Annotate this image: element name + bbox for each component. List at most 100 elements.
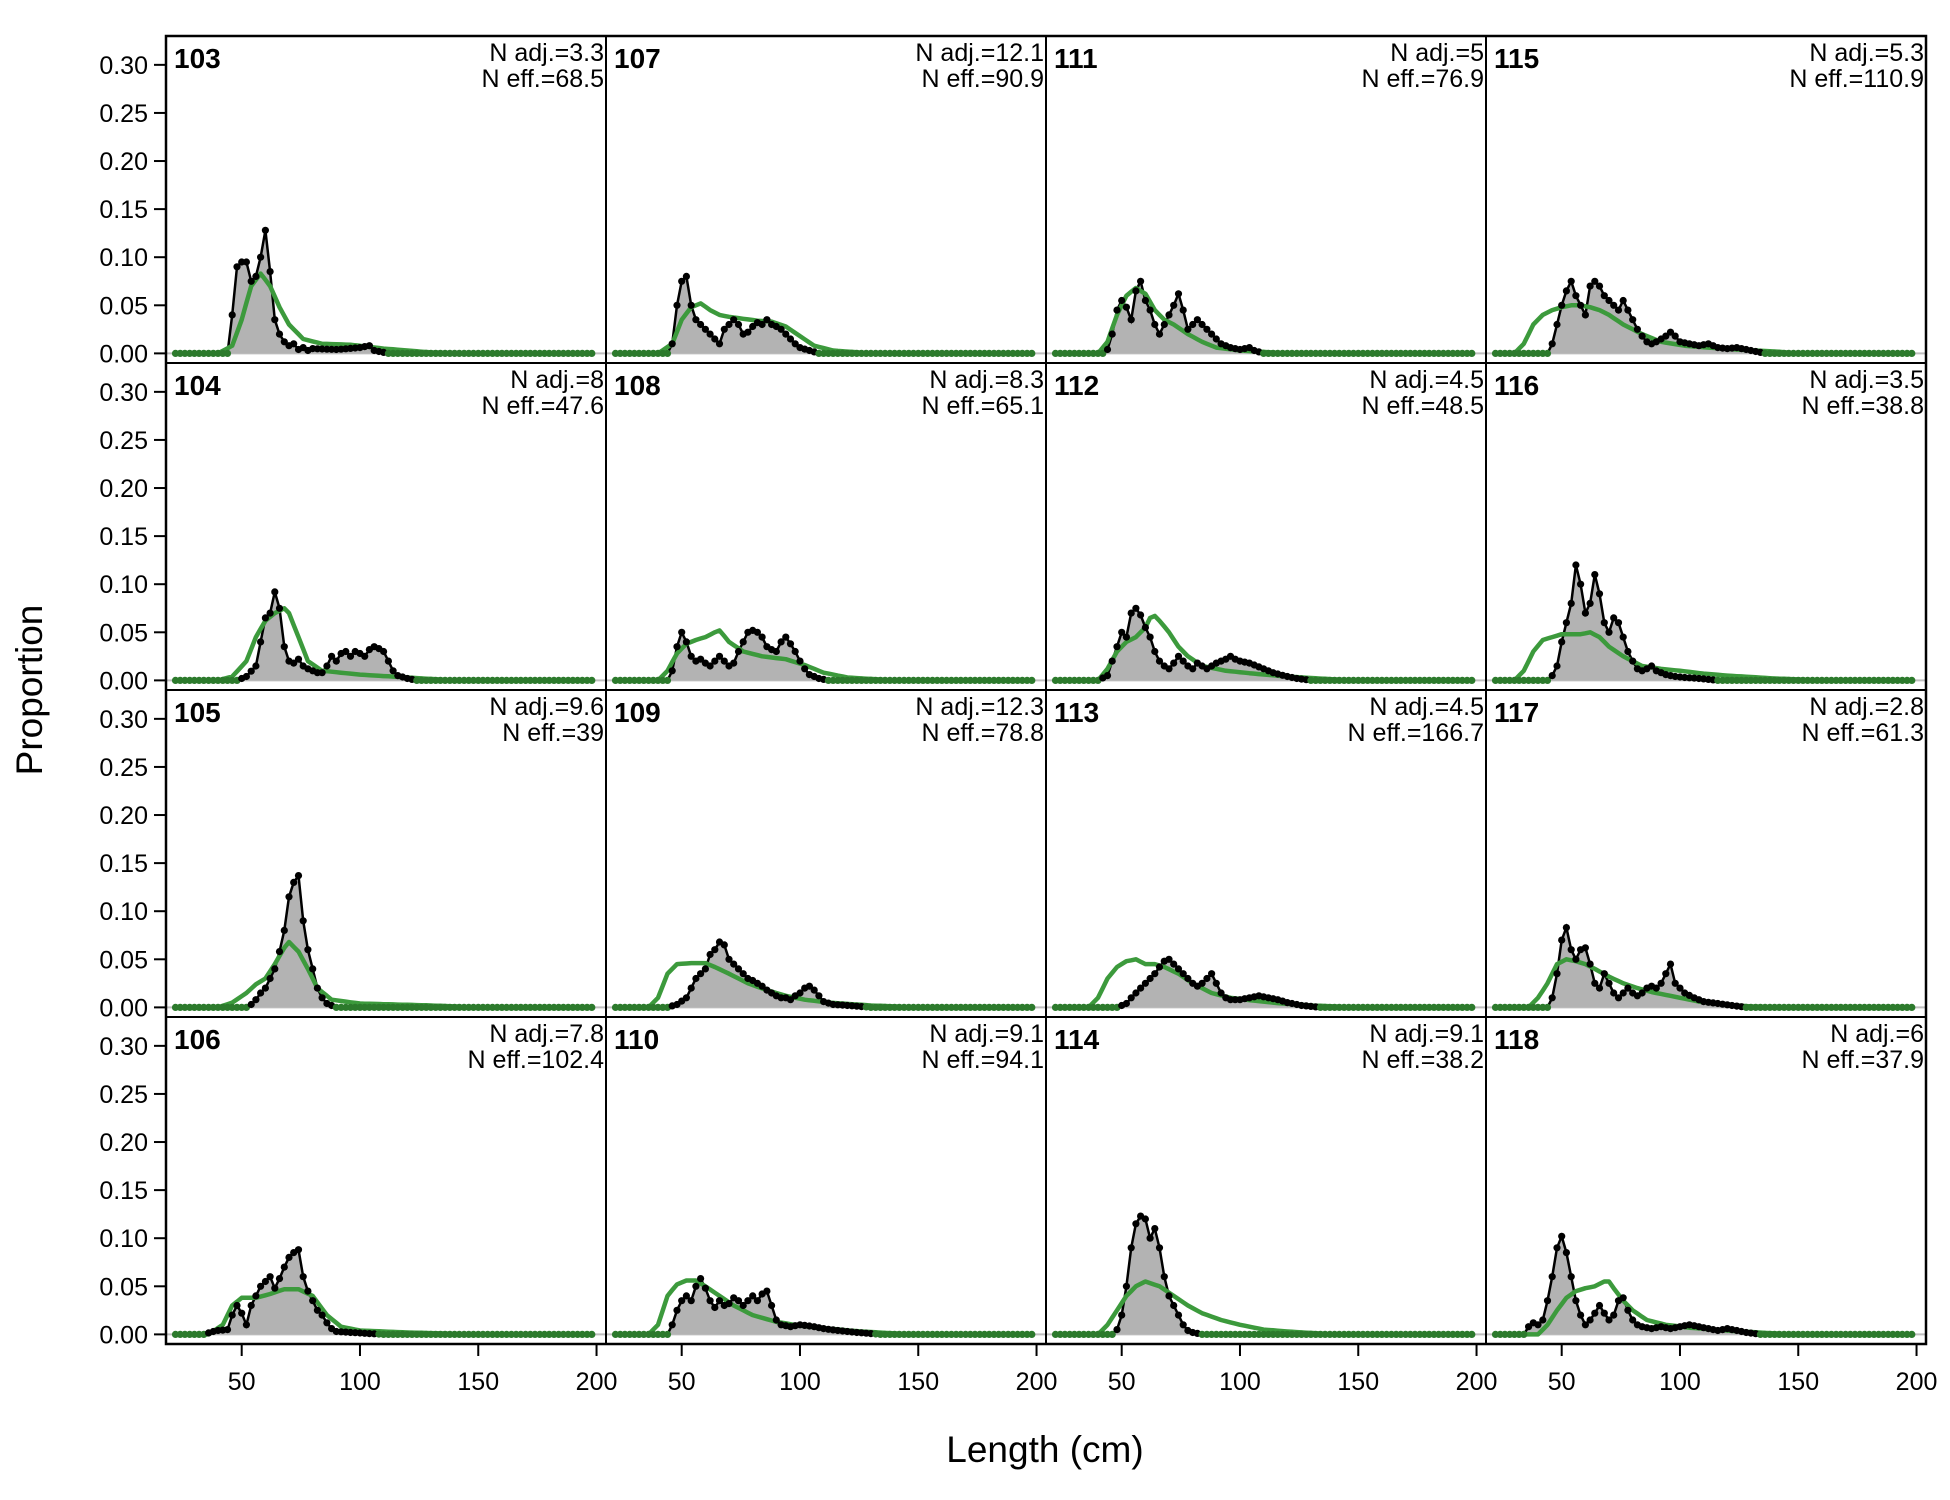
observed-point-111 [1108,330,1116,338]
observed-point-109 [810,986,818,994]
observed-point-117 [1543,1003,1552,1012]
observed-point-109 [758,982,766,990]
observed-point-109 [725,955,733,963]
observed-area-107 [615,276,1032,354]
observed-point-107 [734,320,743,329]
observed-point-116 [1558,638,1566,646]
n-adj-label-114: N adj.=9.1 [1369,1020,1484,1048]
observed-point-103 [365,342,373,350]
observed-point-110 [1028,1330,1036,1338]
panel-plot-107 [606,272,1046,357]
observed-point-104 [261,614,269,622]
observed-point-114 [1170,1301,1178,1310]
observed-area-105 [175,875,592,1008]
observed-point-116 [1605,628,1613,636]
x-tick-label: 150 [457,1368,499,1396]
observed-point-111 [1113,306,1121,314]
x-tick-label: 200 [1896,1368,1938,1396]
observed-point-111 [1468,349,1476,357]
observed-point-111 [1155,330,1164,338]
observed-point-108 [730,659,738,667]
observed-area-113 [1055,959,1472,1008]
observed-point-115 [1567,277,1575,285]
n-eff-label-108: N eff.=65.1 [921,392,1044,420]
observed-point-111 [1160,320,1168,329]
observed-point-112 [1137,611,1145,619]
y-tick-label: 0.25 [99,427,148,455]
y-tick-label: 0.00 [99,1321,148,1349]
observed-point-117 [1671,979,1679,987]
observed-point-107 [711,335,719,343]
observed-area-108 [615,630,1032,681]
observed-point-117 [1619,989,1627,997]
y-tick-label: 0.00 [99,340,148,368]
observed-point-114 [1179,1321,1187,1329]
y-tick-label: 0.20 [99,1129,148,1157]
observed-point-112 [1103,672,1112,680]
panel-103: 103 N adj.=3.3N eff.=68.5 [165,35,607,364]
panel-label-103: 103 [174,43,221,74]
y-tick-label: 0.20 [99,802,148,830]
panel-plot-114 [1046,1212,1486,1338]
observed-point-107 [782,330,790,338]
observed-area-106 [175,1249,592,1335]
observed-point-108 [673,643,681,651]
observed-point-104 [275,604,284,612]
y-tick-label: 0.10 [99,571,148,599]
observed-point-110 [725,1300,733,1308]
n-eff-label-105: N eff.=39 [502,719,604,747]
observed-point-112 [1132,604,1140,612]
observed-point-118 [1572,1297,1580,1305]
observed-point-108 [663,676,672,685]
observed-point-112 [1174,652,1183,660]
observed-point-107 [786,335,795,343]
observed-point-112 [1151,647,1159,656]
panel-115: 115 N adj.=5.3N eff.=110.9 [1485,35,1927,364]
observed-point-107 [1028,349,1036,357]
observed-point-118 [1595,1301,1604,1310]
observed-line-109 [615,940,1032,1009]
observed-point-118 [1586,1316,1594,1324]
observed-point-118 [1562,1249,1570,1257]
observed-point-115 [1629,316,1637,324]
observed-point-117 [1614,994,1623,1002]
observed-point-108 [1028,676,1036,685]
observed-point-114 [1132,1220,1140,1228]
observed-point-110 [749,1292,757,1300]
observed-point-109 [730,960,738,968]
panel-105: 105 N adj.=9.6N eff.=39 [165,689,607,1018]
observed-point-116 [1619,633,1627,641]
observed-point-115 [1543,349,1552,357]
observed-point-113 [1141,979,1149,987]
panel-117: 117 N adj.=2.8N eff.=61.3 [1485,689,1927,1018]
observed-point-107 [730,316,738,324]
observed-point-112 [1189,665,1197,673]
observed-point-104 [242,672,250,681]
observed-point-106 [588,1330,596,1338]
observed-point-116 [1595,590,1604,598]
observed-point-109 [682,994,691,1002]
observed-point-118 [1534,1321,1542,1329]
observed-point-103 [261,226,269,234]
observed-point-112 [1141,623,1149,632]
observed-point-110 [753,1297,762,1305]
observed-point-108 [711,657,719,665]
observed-point-111 [1198,320,1206,329]
observed-point-111 [1137,277,1145,285]
observed-point-111 [1212,335,1220,343]
observed-point-113 [1146,974,1154,983]
observed-point-104 [588,676,596,685]
observed-point-116 [1548,672,1556,680]
observed-point-107 [720,325,728,333]
observed-point-115 [1610,301,1618,309]
observed-point-109 [1028,1003,1036,1012]
observed-point-106 [261,1277,269,1286]
y-tick-label: 0.10 [99,898,148,926]
observed-point-112 [1113,643,1121,651]
observed-point-117 [1581,944,1589,952]
observed-point-104 [294,655,303,663]
observed-point-114 [1160,1273,1168,1281]
observed-point-103 [271,316,279,324]
y-tick-label: 0.15 [99,850,148,878]
observed-point-105 [290,878,298,887]
